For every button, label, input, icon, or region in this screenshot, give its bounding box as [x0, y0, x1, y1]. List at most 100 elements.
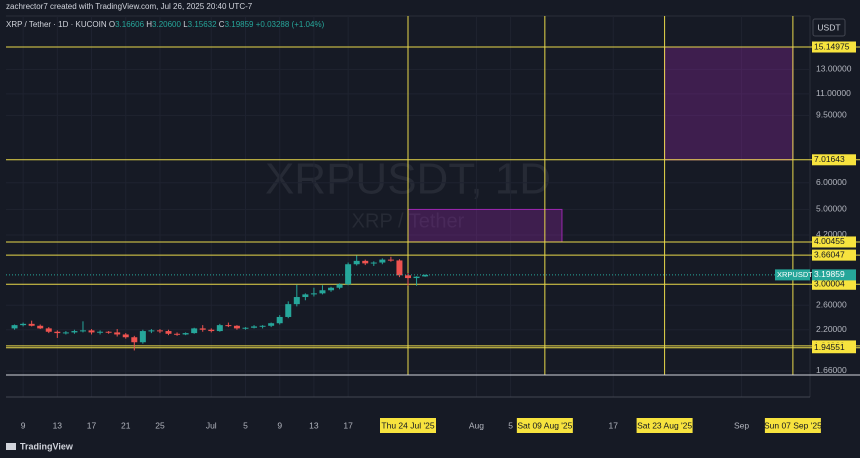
candle-body — [131, 337, 138, 343]
candle-body — [422, 274, 429, 277]
x-tick-label: 9 — [21, 420, 26, 430]
candle-body — [88, 330, 95, 333]
candle-body — [114, 332, 121, 335]
candle-body — [225, 325, 232, 327]
candle-body — [20, 323, 27, 326]
candle-body — [122, 334, 129, 338]
x-tick-label: 13 — [309, 420, 319, 430]
x-tick-label: 5 — [508, 420, 513, 430]
brand-logo — [6, 443, 16, 450]
candle-body — [328, 287, 335, 291]
legend-part: 3.19859 — [225, 20, 254, 29]
credit: zachrector7 created with TradingView.com… — [6, 2, 253, 11]
hline-label-bg — [812, 41, 856, 53]
legend-part: C — [219, 20, 225, 29]
candle-body — [165, 331, 172, 334]
legend-part: XRP / Tether · 1D · KUCOIN — [6, 20, 107, 29]
candle-body — [310, 293, 317, 295]
legend-part: +0.03288 (+1.04%) — [256, 20, 325, 29]
y-tick-label: 11.00000 — [816, 88, 851, 98]
candle-body — [336, 284, 343, 288]
y-tick-label: 2.60000 — [816, 299, 847, 309]
x-tick-label: Jul — [206, 420, 217, 430]
x-tick-label: 25 — [155, 420, 165, 430]
vline-label: Sun 07 Sep '25 — [764, 420, 822, 430]
candle-body — [208, 329, 215, 332]
vline-label: Sat 09 Aug '25 — [517, 420, 572, 430]
hline-label: 7.01643 — [814, 154, 845, 164]
legend-part: H — [146, 20, 152, 29]
candle-body — [345, 264, 352, 285]
last-price-label: 3.19859 — [814, 269, 845, 279]
candle-body — [182, 333, 189, 335]
vline-label: Thu 24 Jul '25 — [381, 420, 434, 430]
candle-body — [396, 260, 403, 276]
x-tick-label: 5 — [243, 420, 248, 430]
candle-body — [413, 276, 420, 279]
x-tick-label: 21 — [121, 420, 131, 430]
candle-body — [387, 259, 394, 261]
box — [664, 46, 794, 161]
candle-body — [148, 330, 155, 332]
candle-body — [28, 323, 35, 326]
vline-label-bg — [764, 418, 821, 433]
candle-body — [54, 331, 61, 334]
candle-body — [105, 331, 112, 333]
y-tick-label: 2.20000 — [816, 324, 847, 334]
candle-body — [353, 260, 360, 265]
x-tick-label: 17 — [87, 420, 97, 430]
candle-body — [259, 325, 266, 327]
x-tick-label: 17 — [343, 420, 353, 430]
last-price-bg — [812, 269, 856, 281]
vline-label-bg — [516, 418, 573, 433]
candle-body — [251, 326, 258, 328]
brand: TradingView — [20, 441, 74, 451]
candle-body — [276, 316, 283, 324]
hline-label-bg — [812, 342, 856, 354]
vline-label-bg — [380, 418, 436, 433]
candle-body — [199, 328, 206, 330]
candle-body — [71, 331, 78, 333]
candle-body — [62, 332, 69, 334]
candle-body — [156, 330, 163, 332]
x-tick-label: Aug — [469, 420, 484, 430]
candle-body — [37, 325, 44, 329]
y-tick-label: 4.20000 — [816, 229, 847, 239]
y-tick-label: 5.00000 — [816, 204, 847, 214]
candle-body — [216, 325, 223, 332]
vline-label-bg — [636, 418, 693, 433]
legend-part: L — [183, 20, 188, 29]
y-tick-label: 6.00000 — [816, 177, 847, 187]
x-tick-label: 17 — [609, 420, 619, 430]
hline-label: 3.00004 — [814, 279, 845, 289]
symbol-legend: XRP / Tether · 1D · KUCOIN O3.16606 H3.2… — [6, 20, 325, 29]
plot: 1.66000 2.20000 2.60000 4.20000 5.00000 6.000… — [6, 16, 860, 433]
candle-body — [79, 330, 86, 332]
vline-label: Sat 23 Aug '25 — [637, 420, 692, 430]
x-tick-label: 13 — [53, 420, 63, 430]
candle-body — [405, 275, 411, 279]
hline-label: 4.00455 — [814, 236, 845, 246]
candle-body — [233, 325, 240, 329]
hline-label-bg — [812, 278, 856, 290]
candle-body — [293, 297, 300, 305]
hline-label: 15.14975 — [814, 41, 850, 51]
candle-body — [370, 262, 377, 264]
legend-part: O — [109, 20, 115, 29]
candle-body — [302, 294, 309, 298]
candle-body — [379, 259, 386, 263]
candle-body — [285, 304, 292, 317]
hline-label-bg — [812, 236, 856, 248]
candle-body — [268, 323, 275, 326]
x-tick-label: Sep — [734, 420, 749, 430]
hline-label-bg — [812, 154, 856, 166]
last-price-symbol-bg — [775, 269, 810, 281]
currency-button-label[interactable]: USDT — [817, 22, 840, 32]
currency-button[interactable] — [812, 18, 846, 37]
hline-label: 1.94551 — [814, 342, 845, 352]
candle-body — [45, 328, 52, 332]
last-price-symbol: XRPUSDT — [777, 270, 813, 279]
